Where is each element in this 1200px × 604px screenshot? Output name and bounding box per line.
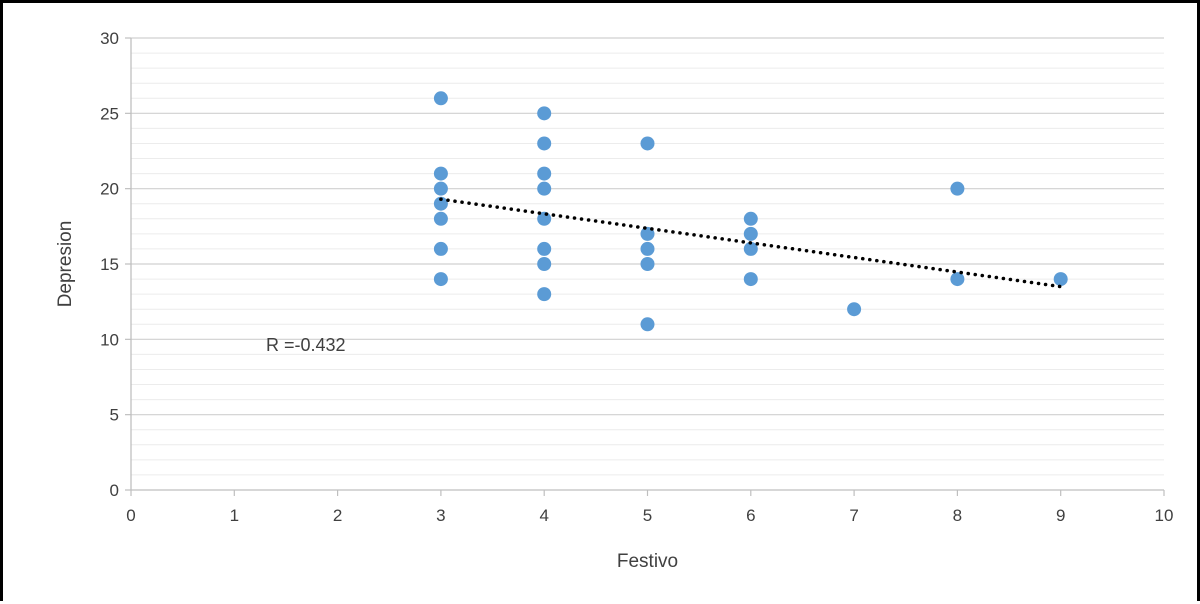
data-point (640, 257, 655, 271)
x-tick-label: 4 (539, 506, 548, 525)
y-tick-label: 30 (100, 29, 119, 48)
data-points (433, 91, 1068, 332)
data-point (433, 166, 448, 181)
data-point (537, 287, 552, 302)
data-point (537, 241, 552, 256)
y-tick-label: 0 (110, 481, 119, 500)
data-point (537, 181, 552, 196)
data-point (640, 317, 655, 332)
y-tick-label: 20 (100, 180, 119, 199)
data-point (743, 226, 758, 241)
x-tick-label: 0 (126, 506, 135, 525)
data-point (1053, 272, 1068, 287)
axes (125, 37, 1165, 496)
major-gridlines (131, 37, 1164, 416)
x-tick-label: 6 (746, 506, 755, 525)
x-tick-label: 5 (643, 506, 652, 525)
y-tick-label: 10 (100, 330, 119, 349)
data-point (847, 302, 862, 317)
x-tick-label: 3 (436, 506, 445, 525)
x-tick-label: 1 (230, 506, 239, 525)
x-tick-label: 10 (1155, 506, 1174, 525)
data-point (743, 272, 758, 287)
data-point (640, 136, 655, 151)
trendline-group (439, 197, 1063, 289)
x-tick-labels: 0 1 2 3 4 5 6 7 8 9 10 (126, 506, 1173, 525)
data-point (537, 257, 552, 271)
x-tick-label: 7 (849, 506, 858, 525)
correlation-annotation: R =-0.432 (266, 335, 346, 355)
x-tick-label: 9 (1056, 506, 1065, 525)
y-tick-label: 25 (100, 104, 119, 123)
y-tick-labels: 0 5 10 15 20 25 30 (100, 29, 119, 500)
data-point (537, 136, 552, 151)
data-point (640, 241, 655, 256)
data-point (537, 106, 552, 121)
data-point (433, 211, 448, 226)
data-point (433, 241, 448, 256)
data-point (537, 166, 552, 181)
x-tick-label: 2 (333, 506, 342, 525)
data-point (433, 181, 448, 196)
data-point (950, 272, 965, 287)
y-axis-title: Depresion (55, 221, 76, 308)
y-tick-label: 5 (110, 406, 119, 425)
data-point (433, 196, 448, 211)
data-point (433, 91, 448, 106)
scatter-chart: 0 5 10 15 20 25 30 0 1 2 3 4 5 6 7 8 9 10 R =-0.432 Fest… (55, 29, 1173, 572)
data-point (433, 272, 448, 287)
x-tick-label: 8 (953, 506, 962, 525)
y-tick-label: 15 (100, 255, 119, 274)
data-point (743, 241, 758, 256)
x-axis-title: Festivo (617, 551, 678, 572)
data-point (743, 211, 758, 226)
data-point (950, 181, 965, 196)
trendline (439, 197, 1063, 289)
